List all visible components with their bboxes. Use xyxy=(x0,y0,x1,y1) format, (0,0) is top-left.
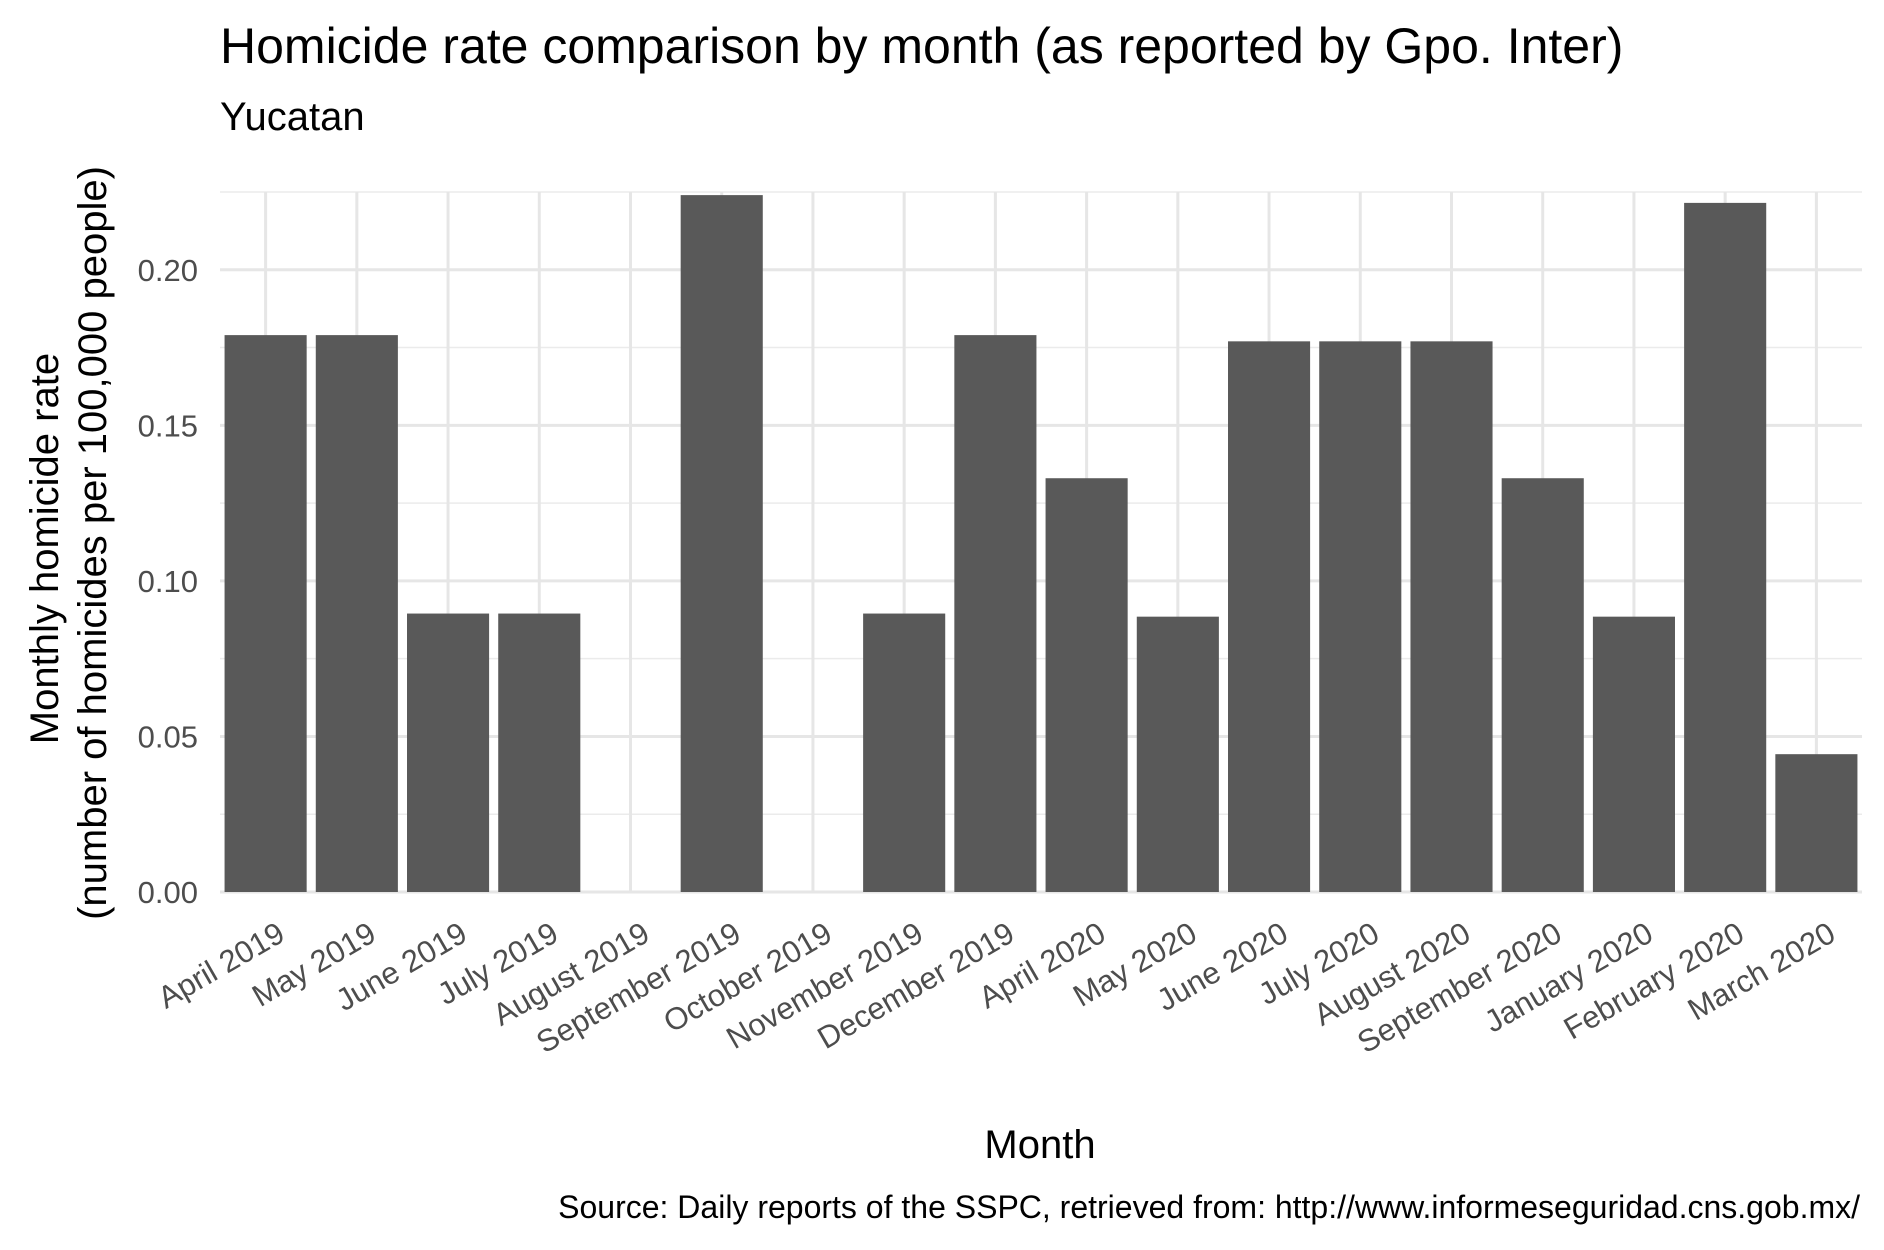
bar xyxy=(315,335,398,893)
y-tick-label: 0.10 xyxy=(138,564,198,599)
chart-caption: Source: Daily reports of the SSPC, retri… xyxy=(558,1189,1860,1225)
bar xyxy=(1684,202,1767,892)
y-tick-label: 0.00 xyxy=(138,875,198,910)
bar xyxy=(498,613,581,892)
bar xyxy=(1045,478,1128,892)
bar xyxy=(1228,341,1311,892)
chart-title: Homicide rate comparison by month (as re… xyxy=(220,18,1623,74)
y-axis-title: Monthly homicide rate (number of homicid… xyxy=(23,166,115,920)
y-axis-title-line-2: (number of homicides per 100,000 people) xyxy=(71,166,115,920)
bar xyxy=(680,195,763,893)
x-axis-title: Month xyxy=(984,1123,1095,1167)
bar xyxy=(407,613,490,892)
bar xyxy=(954,335,1037,893)
bar xyxy=(1410,341,1493,892)
chart-subtitle: Yucatan xyxy=(220,95,365,139)
y-axis-title-line-1: Monthly homicide rate xyxy=(23,353,67,744)
bar xyxy=(1775,754,1858,892)
y-tick-label: 0.20 xyxy=(138,253,198,288)
bar xyxy=(863,613,946,892)
bars xyxy=(224,195,1858,893)
y-axis-ticks: 0.00 0.05 0.10 0.15 0.20 xyxy=(138,253,198,910)
bar xyxy=(1501,478,1584,892)
y-tick-label: 0.05 xyxy=(138,719,198,754)
bar xyxy=(1319,341,1402,892)
bar xyxy=(1136,616,1219,892)
bar xyxy=(224,335,307,893)
bar xyxy=(1592,616,1675,892)
y-tick-label: 0.15 xyxy=(138,408,198,443)
